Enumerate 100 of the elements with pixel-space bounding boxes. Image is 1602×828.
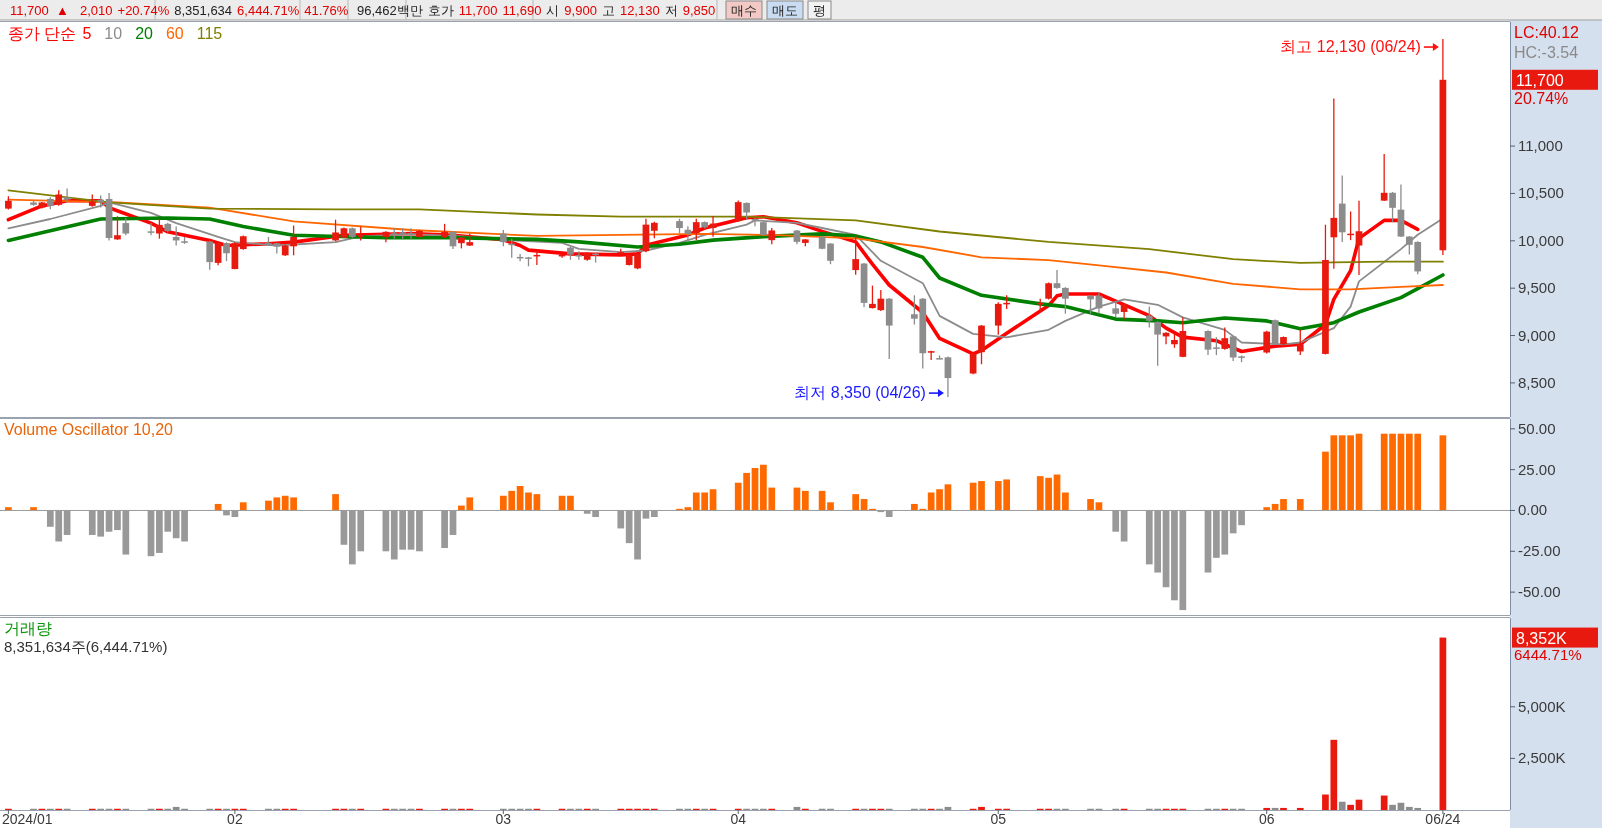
text: 11,690 [502, 3, 542, 18]
y-tick-label: 5,000K [1518, 697, 1566, 715]
candlestick [1296, 329, 1304, 356]
y-tick-label: 0.00 [1518, 501, 1548, 519]
text: 매수 [731, 3, 757, 18]
text: 시 [546, 3, 560, 18]
text: 2,010 [80, 3, 113, 18]
text: 20 [135, 25, 154, 42]
text: 매도 [772, 3, 798, 18]
text: +20.74% [117, 3, 170, 18]
candlestick [1053, 269, 1061, 290]
bar [801, 490, 809, 511]
annotation: 최고 12,130 (06/24) [1280, 38, 1421, 56]
x-tick-label: 03 [495, 811, 512, 827]
bar [978, 806, 985, 810]
bar [1347, 804, 1354, 810]
y-tick-label: 2,500K [1518, 749, 1566, 767]
bar [1280, 807, 1287, 810]
bar [1380, 795, 1388, 810]
candlestick [156, 218, 163, 240]
annotation: 최저 8,350 (04/26) [794, 384, 926, 402]
bar [1087, 499, 1094, 511]
candlestick [1221, 326, 1229, 351]
y-tick-label: 8,500 [1518, 373, 1556, 391]
text: 평 [813, 3, 826, 18]
candlestick [63, 187, 71, 204]
bar [567, 495, 574, 511]
candlestick [1355, 200, 1363, 276]
candlestick [994, 301, 1002, 336]
text: 20.74% [1514, 89, 1569, 107]
y-tick-label: 9,500 [1518, 279, 1556, 297]
candlestick [1204, 329, 1212, 356]
legend-title: 종가 단순 [8, 25, 77, 42]
text: 115 [196, 25, 223, 42]
candlestick [1263, 330, 1271, 355]
text: 10 [104, 25, 123, 42]
text: 9,850 [682, 3, 716, 18]
y-tick-label: 25.00 [1518, 460, 1556, 478]
y-tick-label: 11,000 [1518, 137, 1563, 155]
text: 11,700 [458, 3, 498, 18]
text: 11,700 [1516, 71, 1564, 89]
y-tick-label: 10,000 [1518, 231, 1564, 249]
text: 11,700 [10, 3, 49, 18]
candlestick [1330, 97, 1338, 270]
candlestick [1145, 305, 1153, 329]
chart-title: Volume Oscillator 10,20 [4, 421, 174, 438]
text: 6444.71% [1514, 645, 1582, 663]
candlestick [1154, 320, 1162, 367]
bar [978, 481, 985, 511]
candlestick [407, 227, 415, 240]
text: HC:-3.54 [1514, 44, 1579, 61]
y-tick-label: -50.00 [1518, 583, 1561, 601]
x-tick-label: 06 [1258, 811, 1275, 827]
candlestick [223, 241, 230, 262]
y-tick-label: 50.00 [1518, 419, 1556, 437]
text: 5 [82, 25, 92, 42]
candlestick [114, 215, 121, 241]
text: ▲ [56, 3, 69, 18]
bar [1296, 807, 1304, 810]
candlestick [852, 234, 860, 276]
text: 호가 [427, 3, 454, 18]
bar [525, 492, 532, 511]
text: 8,351,634주(6,444.71%) [4, 638, 168, 655]
chart-title: 거래량 [4, 620, 52, 637]
text: 60 [165, 25, 184, 42]
x-tick-label: 04 [730, 811, 747, 827]
text: LC:40.12 [1514, 24, 1580, 41]
line-series [7, 198, 1444, 291]
candlestick [290, 224, 297, 256]
text: 12,130 [619, 3, 660, 18]
candlestick [944, 355, 952, 398]
candlestick [1062, 286, 1069, 315]
y-tick-label: 9,000 [1518, 326, 1556, 344]
bar [332, 494, 339, 511]
y-tick-label: 10,500 [1518, 184, 1564, 202]
bar [1062, 492, 1069, 511]
bar [1296, 499, 1304, 511]
candlestick [827, 242, 834, 265]
candlestick [214, 241, 222, 266]
text: 8,351,634 [174, 3, 233, 18]
text: 41.76% [304, 3, 349, 18]
bar [1263, 807, 1271, 810]
bar [852, 494, 860, 511]
x-tick-label: 06/24 [1425, 811, 1461, 827]
text: 6,444.71% [237, 3, 300, 18]
text: 고 [601, 3, 615, 18]
text: 9,900 [564, 3, 597, 18]
x-tick-label: 02 [227, 811, 243, 827]
line-series [7, 189, 1444, 264]
y-tick-label: -25.00 [1518, 542, 1561, 560]
text: 96,462백만 [357, 3, 423, 18]
candlestick [692, 218, 700, 241]
x-tick-label: 05 [990, 811, 1007, 827]
text: 저 [664, 3, 678, 18]
bar [1389, 804, 1396, 810]
candlestick [206, 240, 214, 271]
candlestick [751, 217, 759, 227]
bar [1280, 499, 1287, 511]
bar [1338, 801, 1346, 810]
x-tick-label: 2024/01 [2, 811, 53, 827]
